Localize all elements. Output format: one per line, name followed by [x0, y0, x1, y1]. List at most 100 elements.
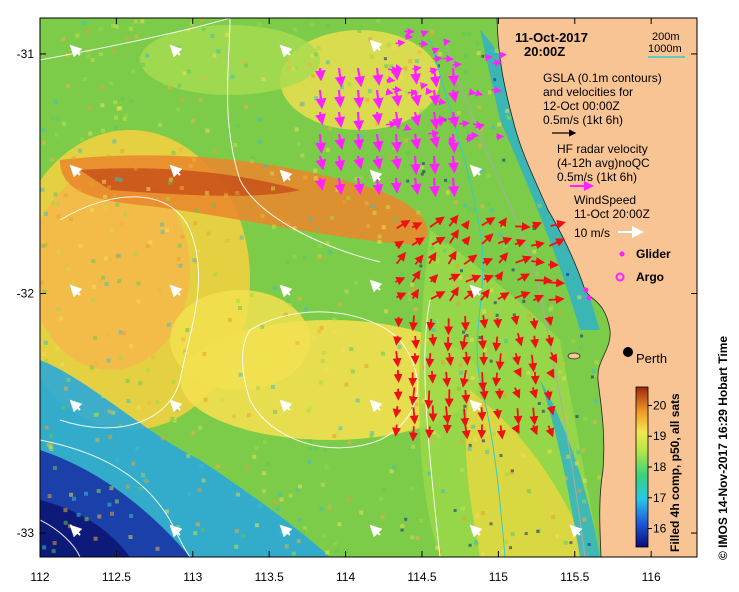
hf-radar-vector [497, 292, 510, 301]
hf-radar-vector [493, 318, 503, 329]
wind-vector [369, 39, 383, 53]
x-tick-label: 112 [30, 570, 49, 584]
hf-radar-vector [461, 236, 471, 246]
gsla-vector [391, 133, 403, 154]
gsla-line4: 0.5m/s (1kt 6h) [543, 113, 623, 127]
hf-radar-vector [481, 233, 494, 245]
gsla-line2: and velocities for [543, 85, 633, 99]
hf-radar-vector [425, 352, 435, 368]
wind-vector [569, 524, 583, 538]
annotations: 11-Oct-2017 20:00Z 200m 1000m GSLA (0.1m… [515, 30, 685, 284]
hf-radar-vector [498, 217, 507, 228]
gsla-vector [315, 133, 327, 154]
gsla-vector [431, 47, 440, 55]
hf-radar-vector [426, 318, 436, 332]
gsla-vector [429, 67, 439, 75]
wind-vector [169, 399, 183, 413]
hf-radar-vector [408, 426, 418, 442]
gsla-line3: 12-Oct 00:00Z [543, 99, 620, 113]
wind-vector [469, 284, 483, 298]
gsla-vector [448, 89, 459, 103]
gsla-vector [353, 111, 365, 132]
hf-radar-vector [530, 335, 540, 349]
hf-radar-vector [492, 336, 502, 352]
argo-marker [615, 272, 625, 282]
hf-radar-vector [459, 335, 469, 351]
gsla-vector [428, 129, 440, 138]
hf-radar-vector [460, 408, 470, 428]
gsla-vector [410, 133, 422, 150]
gsla-vector [437, 97, 447, 106]
isobath-label-1000: 1000m [648, 43, 682, 55]
x-tick-label: 113.5 [255, 570, 284, 584]
hf-line1: HF radar velocity [557, 142, 648, 156]
hf-radar-vector [494, 271, 504, 282]
gsla-vector [315, 155, 327, 171]
hf-radar-vector [410, 288, 419, 300]
argo-label: Argo [636, 270, 664, 284]
wind-vector [469, 524, 483, 538]
hf-radar-vector [497, 236, 513, 246]
hf-radar-vector [448, 229, 459, 244]
gsla-vector [484, 54, 493, 62]
hf-radar-vector [442, 406, 452, 425]
gsla-vector [371, 111, 383, 125]
colorbar-title: Filled 4h comp, p50, all sats [668, 393, 682, 552]
hf-radar-vector [393, 335, 403, 346]
hf-radar-vector [492, 408, 502, 420]
hf-radar-vector [448, 273, 461, 282]
gsla-vector [448, 155, 460, 174]
hf-radar-vector [478, 335, 487, 350]
hf-radar-vector [396, 292, 407, 301]
hf-radar-vector [530, 371, 540, 385]
hf-radar-vector [461, 390, 471, 404]
perth-label: Perth [636, 351, 667, 366]
gsla-vector [404, 27, 415, 36]
wind-vector [169, 284, 183, 298]
hf-radar-vector [548, 352, 558, 364]
wind-vector [279, 524, 293, 538]
gsla-vector [354, 67, 365, 88]
hf-radar-vector [515, 222, 531, 232]
hf-radar-vector [392, 351, 402, 368]
hf-radar-vector [409, 407, 419, 425]
hf-radar-vector [429, 216, 445, 228]
hf-radar-vector [460, 369, 469, 388]
gsla-vector [448, 177, 460, 198]
wind-line1: WindSpeed [574, 193, 636, 207]
hf-radar-vector [460, 316, 470, 332]
wind-vector [69, 399, 83, 413]
hf-radar-vector [462, 351, 472, 366]
wind-vector [69, 164, 83, 178]
hf-radar-vector [548, 278, 566, 288]
hf-radar-vector [544, 316, 554, 327]
hf-radar-vector [517, 273, 531, 282]
hf-radar-vector [545, 334, 555, 347]
gsla-vector [395, 39, 406, 47]
gsla-vector [496, 133, 505, 141]
hf-radar-vector [395, 277, 406, 286]
hf-radar-vector [395, 251, 407, 265]
wind-line2: 11-Oct 20:00Z [574, 207, 650, 221]
hf-radar-vector [531, 257, 545, 267]
hf-radar-vector [513, 408, 523, 425]
gsla-vector [492, 59, 503, 67]
gsla-vector [385, 88, 394, 96]
hf-radar-vector [427, 251, 437, 265]
gsla-vector [334, 155, 346, 172]
hf-radar-vector [479, 315, 489, 329]
hf-radar-vector [448, 214, 459, 227]
gsla-vector [334, 67, 346, 88]
gsla-vector [467, 131, 479, 139]
wind-line3: 10 m/s [574, 226, 610, 240]
hf-radar-vector [425, 426, 435, 439]
gsla-vector [498, 51, 507, 59]
gsla-vector [420, 30, 429, 38]
hf-radar-vector [447, 250, 457, 265]
hf-radar-vector [461, 424, 471, 440]
gsla-vector [334, 177, 346, 196]
gsla-vector [472, 120, 484, 129]
hf-radar-vector [411, 237, 425, 246]
hf-radar-vector [409, 315, 418, 332]
x-tick-label: 115.5 [560, 570, 589, 584]
